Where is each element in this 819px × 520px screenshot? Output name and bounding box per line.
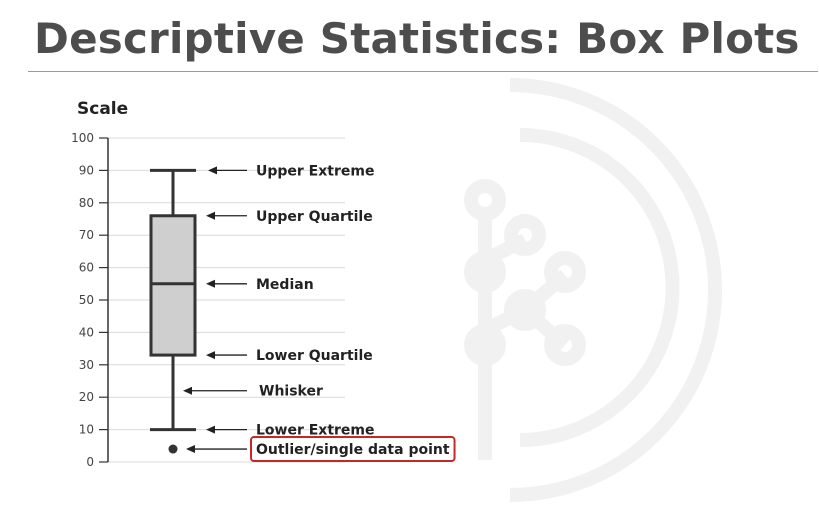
y-axis: 0 10 20 30 40 50 60 70 80 90 100 bbox=[71, 131, 109, 469]
slide-title: Descriptive Statistics: Box Plots bbox=[34, 14, 800, 63]
arrowhead-icon bbox=[183, 386, 192, 395]
arrowhead-icon bbox=[206, 279, 215, 288]
annotation-label: Upper Extreme bbox=[256, 163, 374, 179]
arrowhead-icon bbox=[186, 445, 195, 454]
annotation-label: Upper Quartile bbox=[256, 209, 373, 225]
y-tick-label: 60 bbox=[79, 261, 94, 275]
y-tick-label: 30 bbox=[79, 358, 94, 372]
title-divider bbox=[28, 71, 818, 72]
annotation-label: Lower Quartile bbox=[256, 348, 373, 364]
arrowhead-icon bbox=[206, 425, 215, 434]
annotation-whisker: Whisker bbox=[183, 384, 323, 400]
outlier-point bbox=[168, 444, 178, 454]
y-tick-label: 80 bbox=[79, 196, 94, 210]
arrowhead-icon bbox=[206, 211, 215, 220]
arrowhead-icon bbox=[208, 166, 217, 175]
y-tick-label: 40 bbox=[79, 325, 94, 339]
annotation-label: Lower Extreme bbox=[256, 423, 375, 439]
watermark-logo bbox=[464, 78, 722, 502]
grid-lines bbox=[108, 137, 345, 463]
annotation-median: Median bbox=[206, 277, 314, 293]
y-tick-label: 10 bbox=[79, 423, 94, 437]
y-tick-label: 70 bbox=[79, 228, 94, 242]
annotation-label: Whisker bbox=[259, 384, 323, 400]
annotation-label: Outlier/single data point bbox=[256, 442, 450, 458]
annotation-upper-quartile: Upper Quartile bbox=[206, 209, 373, 225]
arrowhead-icon bbox=[206, 351, 215, 360]
y-axis-label: Scale bbox=[77, 99, 128, 119]
y-tick-label: 50 bbox=[79, 293, 94, 307]
interquartile-box bbox=[149, 214, 197, 357]
y-tick-label: 90 bbox=[79, 163, 94, 177]
y-tick-label: 20 bbox=[79, 390, 94, 404]
annotation-upper-extreme: Upper Extreme bbox=[208, 163, 374, 179]
annotation-lower-extreme: Lower Extreme bbox=[206, 423, 375, 439]
annotation-lower-quartile: Lower Quartile bbox=[206, 348, 373, 364]
annotations: Upper Extreme Upper Quartile Median Lower Q… bbox=[183, 163, 456, 463]
highlight-box bbox=[250, 436, 456, 463]
annotation-outlier: Outlier/single data point bbox=[186, 436, 456, 463]
box-plot bbox=[149, 168, 197, 454]
y-tick-label: 0 bbox=[86, 455, 94, 469]
y-tick-label: 100 bbox=[71, 131, 94, 145]
annotation-label: Median bbox=[256, 277, 314, 293]
